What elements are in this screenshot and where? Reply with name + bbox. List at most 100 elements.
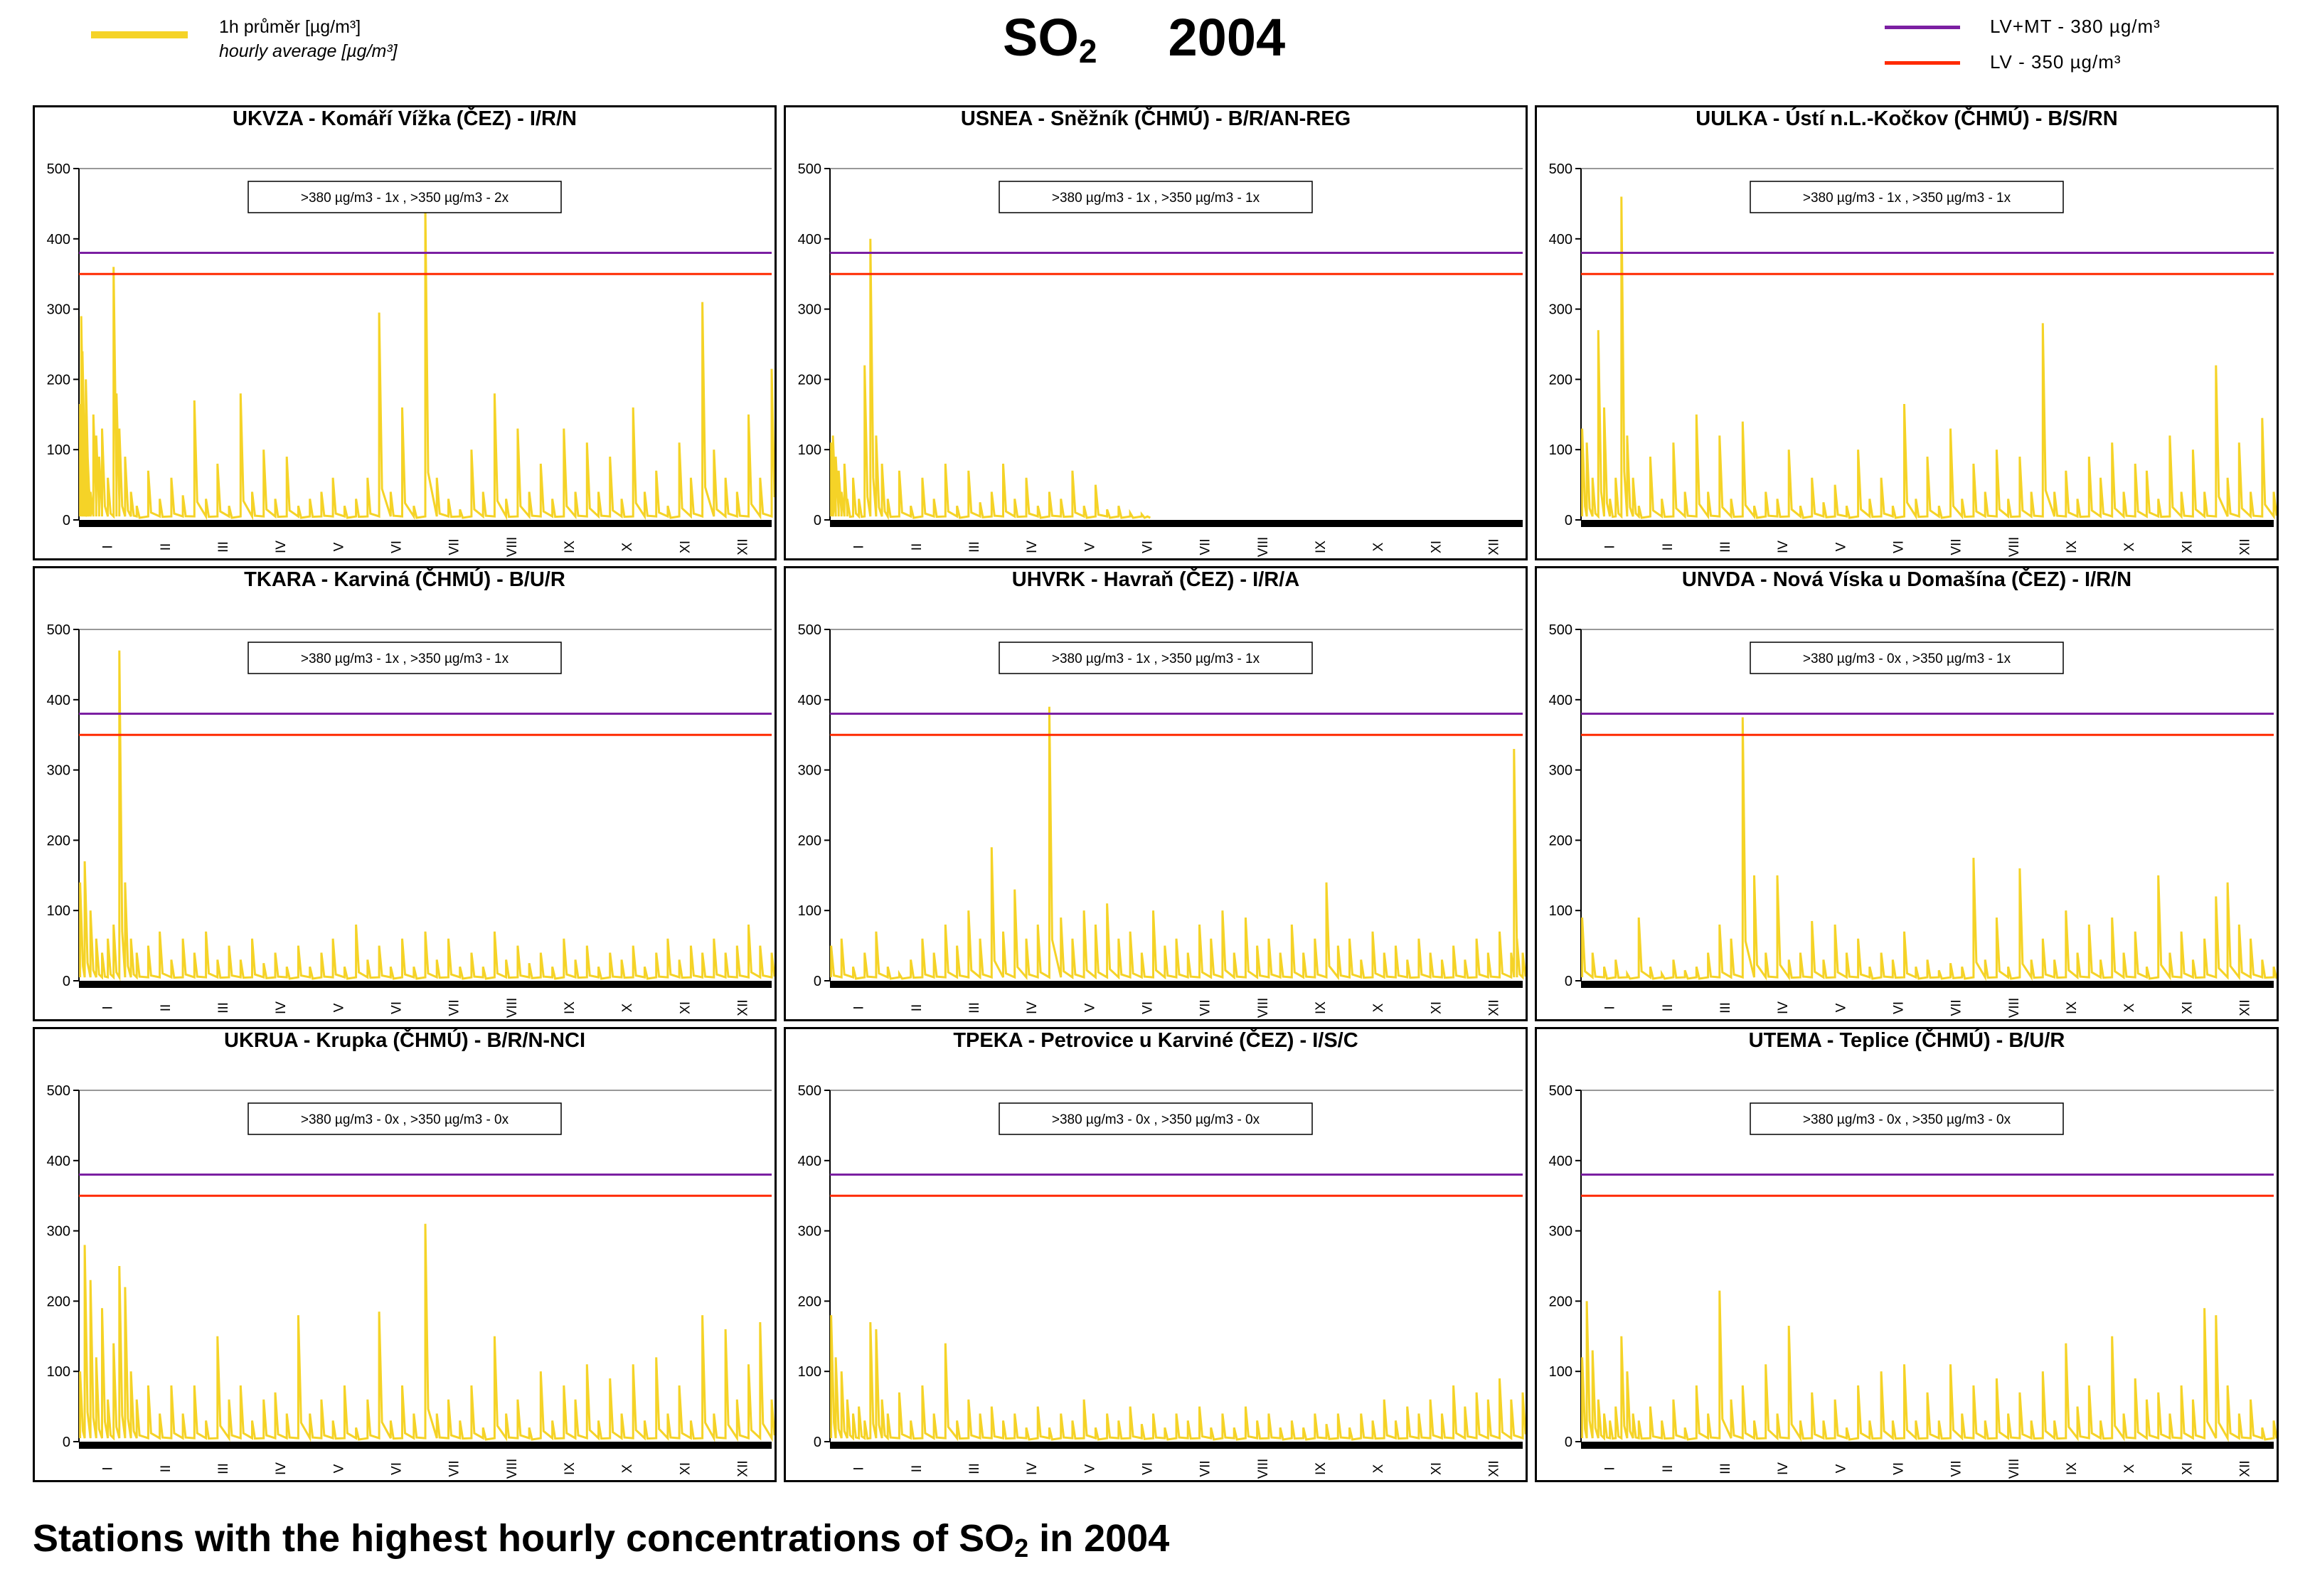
y-tick-label: 400 — [1549, 232, 1572, 248]
x-tick-label: XI — [678, 1001, 693, 1014]
x-tick-label: IV — [1025, 1001, 1040, 1014]
y-tick-label: 200 — [1549, 372, 1572, 388]
y-tick-label: 300 — [798, 763, 821, 779]
x-tick-label: VI — [389, 1462, 404, 1475]
x-tick-label: IV — [1025, 1462, 1040, 1475]
x-tick-label: VII — [447, 538, 462, 555]
chart-title: UNVDA - Nová Víska u Domašína (ČEZ) - I/… — [1681, 568, 2132, 591]
y-tick-label: 200 — [798, 1294, 821, 1309]
x-tick-label: XI — [678, 1462, 693, 1475]
x-tick-label: IX — [563, 541, 578, 553]
y-tick-label: 500 — [798, 1083, 821, 1099]
y-tick-label: 100 — [47, 903, 70, 919]
series-line — [1581, 196, 2277, 521]
chart-panel: UKVZA - Komáří Vížka (ČEZ) - I/R/N 0 100 20… — [33, 105, 777, 560]
series-line — [1581, 717, 2277, 981]
x-axis — [79, 520, 772, 527]
exceedance-label: >380 µg/m3 - 0x , >350 µg/m3 - 0x — [1052, 1112, 1260, 1127]
x-axis — [1581, 981, 2274, 988]
x-tick-label: IX — [2065, 1001, 2080, 1014]
x-tick-label: III — [967, 1002, 982, 1014]
x-tick-label: I — [101, 1467, 116, 1470]
x-tick-label: III — [1718, 1463, 1733, 1474]
y-tick-label: 100 — [1549, 903, 1572, 919]
chart-panel: TKARA - Karviná (ČHMÚ) - B/U/R 0 100 200 300… — [33, 566, 777, 1021]
y-tick-label: 500 — [1549, 1083, 1572, 1099]
x-tick-label: VIII — [1256, 998, 1271, 1018]
x-tick-label: IV — [274, 541, 289, 553]
main-title-species: SO — [1003, 8, 1079, 67]
x-tick-label: V — [1082, 1003, 1097, 1012]
x-tick-label: V — [1833, 542, 1848, 551]
y-tick-label: 400 — [47, 1154, 70, 1169]
series-line — [830, 1315, 1526, 1442]
x-tick-label: II — [1661, 1004, 1676, 1012]
x-tick-label: II — [1661, 1465, 1676, 1473]
y-tick-label: 400 — [1549, 693, 1572, 708]
x-tick-label: II — [159, 1004, 174, 1012]
y-tick-label: 100 — [47, 442, 70, 458]
y-tick-label: 400 — [1549, 1154, 1572, 1169]
x-tick-label: X — [2122, 1003, 2137, 1012]
footer-caption: Stations with the highest hourly concent… — [33, 1516, 1169, 1563]
x-axis — [79, 1442, 772, 1449]
exceedance-label: >380 µg/m3 - 1x , >350 µg/m3 - 1x — [1052, 191, 1260, 206]
x-tick-label: XI — [1429, 541, 1444, 553]
x-tick-label: XI — [678, 541, 693, 553]
x-tick-label: VI — [1891, 541, 1906, 553]
y-tick-label: 0 — [1565, 1435, 1572, 1450]
exceedance-box — [999, 1102, 1313, 1135]
x-tick-label: IX — [1314, 541, 1329, 553]
chart-panel: UULKA - Ústí n.L.-Kočkov (ČHMÚ) - B/S/RN… — [1535, 105, 2279, 560]
x-tick-label: XI — [1429, 1462, 1444, 1475]
x-tick-label: XII — [1486, 999, 1501, 1016]
x-tick-label: I — [1603, 545, 1618, 548]
x-tick-label: VIII — [2007, 537, 2022, 558]
x-tick-label: XII — [735, 538, 750, 555]
x-tick-label: I — [101, 1006, 116, 1009]
x-tick-label: V — [331, 1464, 346, 1473]
x-tick-label: IX — [1314, 1001, 1329, 1014]
exceedance-box — [1750, 1102, 2064, 1135]
x-tick-label: I — [852, 545, 867, 548]
exceedance-box — [247, 181, 562, 213]
footer-caption-tail: in 2004 — [1028, 1517, 1170, 1560]
x-axis — [1581, 520, 2274, 527]
limit-legend-row-380: LV+MT - 380 µg/m³ — [1885, 13, 2283, 41]
x-tick-label: I — [852, 1006, 867, 1009]
x-tick-label: III — [216, 541, 231, 553]
x-tick-label: IV — [1025, 541, 1040, 553]
y-tick-label: 400 — [798, 232, 821, 248]
footer-caption-sub: 2 — [1014, 1533, 1029, 1563]
x-tick-label: XII — [735, 1460, 750, 1477]
x-tick-label: VIII — [505, 537, 520, 558]
x-tick-label: X — [2122, 542, 2137, 551]
chart-panel: UNVDA - Nová Víska u Domašína (ČEZ) - I/… — [1535, 566, 2279, 1021]
chart-title: USNEA - Sněžník (ČHMÚ) - B/R/AN-REG — [960, 107, 1351, 130]
exceedance-box — [247, 642, 562, 674]
y-tick-label: 500 — [1549, 622, 1572, 638]
y-tick-label: 300 — [47, 763, 70, 779]
y-tick-label: 400 — [798, 1154, 821, 1169]
y-tick-label: 300 — [1549, 302, 1572, 318]
y-tick-label: 100 — [47, 1364, 70, 1380]
y-tick-label: 100 — [798, 1364, 821, 1380]
exceedance-box — [1750, 181, 2064, 213]
y-tick-label: 500 — [47, 1083, 70, 1099]
chart-title: UKVZA - Komáří Vížka (ČEZ) - I/R/N — [233, 107, 577, 130]
x-tick-label: X — [620, 542, 635, 551]
y-tick-label: 300 — [1549, 763, 1572, 779]
exceedance-label: >380 µg/m3 - 0x , >350 µg/m3 - 0x — [1803, 1112, 2011, 1127]
y-tick-label: 100 — [1549, 442, 1572, 458]
x-tick-label: VIII — [1256, 1459, 1271, 1479]
limit-legend-swatch-380 — [1885, 26, 1960, 29]
x-tick-label: VIII — [1256, 537, 1271, 558]
limit-legend-label-380: LV+MT - 380 µg/m³ — [1990, 16, 2161, 37]
y-tick-label: 400 — [798, 693, 821, 708]
x-tick-label: III — [967, 1463, 982, 1474]
series-line — [830, 706, 1526, 981]
limit-legend-label-350: LV - 350 µg/m³ — [1990, 51, 2122, 73]
exceedance-label: >380 µg/m3 - 1x , >350 µg/m3 - 1x — [301, 651, 509, 666]
